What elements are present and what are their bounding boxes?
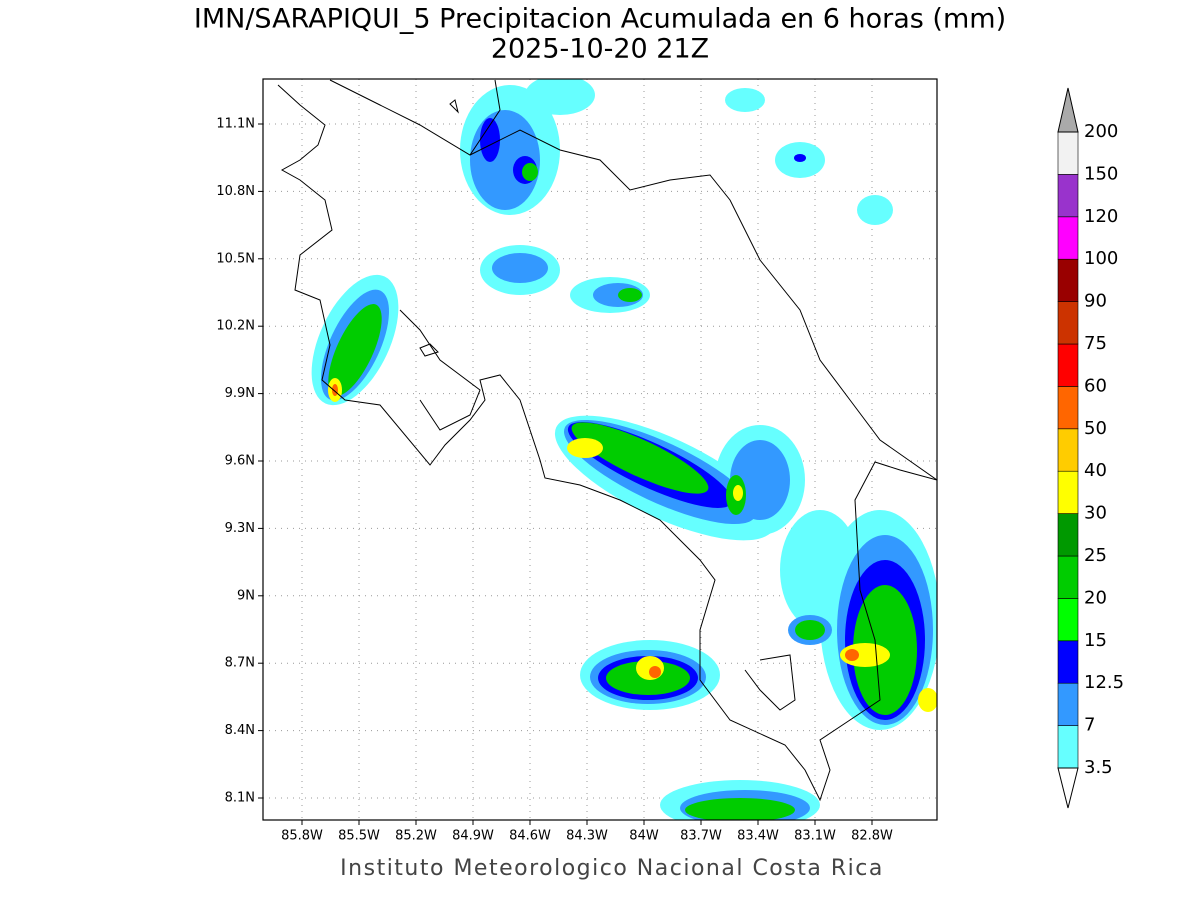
colorbar-segment xyxy=(1057,640,1079,684)
colorbar-segment xyxy=(1057,301,1079,345)
lon-label: 85.2W xyxy=(395,829,437,844)
lon-label: 83.1W xyxy=(794,829,836,844)
colorbar-label: 75 xyxy=(1084,333,1107,354)
colorbar-label: 50 xyxy=(1084,418,1107,439)
colorbar-segment xyxy=(1057,682,1079,726)
lat-label: 10.2N xyxy=(216,319,255,334)
colorbar-below xyxy=(1057,767,1079,809)
lon-label: 82.8W xyxy=(851,829,893,844)
lat-label: 9.3N xyxy=(225,521,255,536)
lon-label: 84W xyxy=(629,829,659,844)
colorbar-segment xyxy=(1057,428,1079,472)
colorbar-label: 200 xyxy=(1084,121,1118,142)
lat-label: 10.5N xyxy=(216,251,255,266)
colorbar-label: 120 xyxy=(1084,206,1118,227)
colorbar-label: 90 xyxy=(1084,291,1107,312)
coastlines xyxy=(277,79,937,802)
lat-label: 9N xyxy=(237,588,255,603)
lon-label: 83.4W xyxy=(737,829,779,844)
colorbar-label: 15 xyxy=(1084,630,1107,651)
lon-label: 84.6W xyxy=(509,829,551,844)
colorbar-label: 40 xyxy=(1084,460,1107,481)
colorbar-label: 12.5 xyxy=(1084,672,1124,693)
colorbar-segment xyxy=(1057,131,1079,175)
colorbar-segment xyxy=(1057,386,1079,430)
colorbar-above xyxy=(1057,87,1079,133)
lon-label: 83.7W xyxy=(680,829,722,844)
colorbar-label: 25 xyxy=(1084,545,1107,566)
lat-label: 9.6N xyxy=(225,454,255,469)
colorbar-segment xyxy=(1057,598,1079,642)
colorbar-segment xyxy=(1057,216,1079,260)
title: IMN/SARAPIQUI_5 Precipitacion Acumulada … xyxy=(194,4,1006,35)
lat-label: 8.4N xyxy=(225,723,255,738)
colorbar-segment xyxy=(1057,174,1079,218)
colorbar-label: 60 xyxy=(1084,375,1107,396)
colorbar: 3.5 7 12.5 15 20 25 30 40 50 60 75 90 100 120 150 200 xyxy=(1057,87,1124,809)
colorbar-segment xyxy=(1057,725,1079,769)
colorbar-segment xyxy=(1057,470,1079,514)
precip-field xyxy=(311,79,937,820)
lat-label: 9.9N xyxy=(225,386,255,401)
colorbar-label: 20 xyxy=(1084,587,1107,608)
colorbar-label: 7 xyxy=(1084,715,1095,736)
colorbar-label: 150 xyxy=(1084,163,1118,184)
colorbar-label: 100 xyxy=(1084,248,1118,269)
colorbar-segment xyxy=(1057,343,1079,387)
colorbar-label: 30 xyxy=(1084,503,1107,524)
map-frame xyxy=(262,78,938,821)
colorbar-segment xyxy=(1057,555,1079,599)
lat-label: 8.1N xyxy=(225,791,255,806)
lon-label: 85.5W xyxy=(338,829,380,844)
footer: Instituto Meteorologico Nacional Costa R… xyxy=(340,856,884,881)
lon-label: 84.3W xyxy=(566,829,608,844)
lon-label: 84.9W xyxy=(452,829,494,844)
colorbar-segment xyxy=(1057,258,1079,302)
lat-label: 10.8N xyxy=(216,184,255,199)
subtitle: 2025-10-20 21Z xyxy=(491,34,709,65)
colorbar-label: 3.5 xyxy=(1084,757,1113,778)
lat-label: 8.7N xyxy=(225,656,255,671)
colorbar-segment xyxy=(1057,513,1079,557)
lon-label: 85.8W xyxy=(281,829,323,844)
lat-label: 11.1N xyxy=(216,117,255,132)
